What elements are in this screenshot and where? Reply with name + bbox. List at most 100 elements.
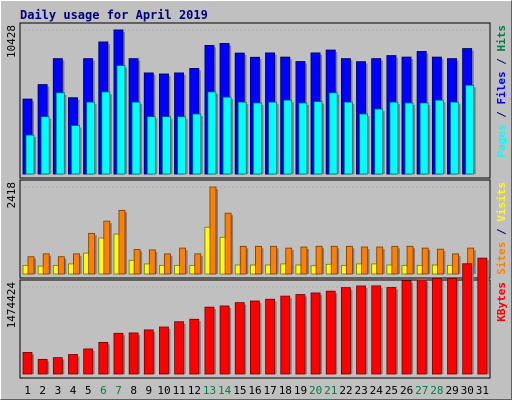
pages-bar bbox=[207, 91, 217, 175]
pages-bar bbox=[298, 102, 308, 175]
day-tick-label: 19 bbox=[294, 384, 307, 397]
pages-bar bbox=[146, 116, 156, 175]
kbytes-bar bbox=[462, 263, 473, 375]
sites-bar bbox=[406, 245, 414, 275]
sites-bar bbox=[209, 186, 217, 275]
sites-bar bbox=[133, 249, 141, 275]
day-tick-label: 30 bbox=[461, 384, 474, 397]
day-tick-label: 18 bbox=[279, 384, 292, 397]
kbytes-bar bbox=[477, 257, 488, 375]
kbytes-bar bbox=[401, 280, 412, 375]
kbytes-bar bbox=[371, 285, 382, 375]
day-tick-label: 13 bbox=[203, 384, 216, 397]
legend: Pages / Files / Hits bbox=[495, 25, 508, 158]
sites-bar bbox=[42, 253, 50, 275]
kbytes-bar bbox=[98, 341, 109, 375]
pages-bar bbox=[268, 101, 277, 175]
sites-bar bbox=[88, 232, 96, 275]
kbytes-bar bbox=[234, 302, 245, 375]
day-tick-label: 15 bbox=[233, 384, 246, 397]
pages-bar bbox=[374, 108, 384, 175]
sites-bar bbox=[452, 253, 459, 275]
day-tick-label: 4 bbox=[70, 384, 77, 397]
day-tick-label: 14 bbox=[218, 384, 232, 397]
pages-bar bbox=[359, 113, 368, 175]
legend-entry: / bbox=[495, 105, 508, 125]
kbytes-bar bbox=[416, 279, 427, 375]
pages-bar bbox=[162, 116, 171, 175]
kbytes-bar bbox=[37, 358, 48, 375]
axis-max-label: 2418 bbox=[5, 182, 18, 209]
sites-bar bbox=[103, 220, 111, 275]
axis-max-label: 10428 bbox=[5, 25, 18, 58]
sites-bar bbox=[118, 209, 126, 275]
pages-bar bbox=[25, 134, 35, 175]
pages-bar bbox=[192, 113, 202, 175]
pages-bar bbox=[450, 101, 459, 175]
sites-bar bbox=[345, 245, 353, 275]
kbytes-bar bbox=[386, 287, 397, 375]
sites-bar bbox=[224, 212, 232, 275]
pages-bar bbox=[419, 102, 429, 175]
sites-bar bbox=[194, 253, 202, 275]
legend-entry: KBytes bbox=[495, 282, 508, 322]
kbytes-bar bbox=[219, 305, 230, 375]
kbytes-bar bbox=[325, 290, 336, 375]
day-tick-label: 27 bbox=[415, 384, 428, 397]
pages-bar bbox=[237, 101, 247, 175]
kbytes-bar bbox=[356, 285, 366, 375]
kbytes-bar bbox=[340, 287, 351, 375]
sites-bar bbox=[57, 256, 65, 275]
kbytes-bar bbox=[431, 278, 442, 375]
pages-bar bbox=[71, 125, 80, 175]
day-tick-label: 5 bbox=[85, 384, 92, 397]
pages-bar bbox=[131, 101, 141, 175]
sites-bar bbox=[255, 245, 262, 275]
day-tick-label: 6 bbox=[100, 384, 107, 397]
panel-kbytes: 1474424 KBytes bbox=[5, 257, 508, 379]
kbytes-bar bbox=[128, 332, 139, 375]
kbytes-bar bbox=[83, 348, 94, 375]
pages-bar bbox=[253, 102, 262, 175]
pages-bar bbox=[343, 101, 353, 175]
pages-bar bbox=[86, 101, 96, 175]
pages-bar bbox=[328, 92, 338, 175]
pages-bar bbox=[313, 101, 323, 175]
sites-bar bbox=[315, 245, 323, 275]
day-tick-label: 11 bbox=[173, 384, 186, 397]
chart-panels: 10428 Pages / Files / Hits 2418 Sites / Vis… bbox=[5, 22, 508, 379]
day-tick-label: 28 bbox=[430, 384, 443, 397]
legend: Sites / Visits bbox=[495, 182, 508, 275]
sites-bar bbox=[300, 246, 308, 275]
sites-bar bbox=[285, 247, 293, 275]
day-tick-label: 22 bbox=[339, 384, 352, 397]
panel-visits-sites: 2418 Sites / Visits bbox=[5, 179, 508, 279]
day-tick-label: 31 bbox=[476, 384, 489, 397]
pages-bar bbox=[434, 99, 444, 175]
kbytes-bar bbox=[280, 295, 291, 375]
pages-bar bbox=[101, 91, 111, 175]
day-tick-label: 26 bbox=[400, 384, 413, 397]
day-tick-label: 3 bbox=[55, 384, 62, 397]
day-tick-label: 8 bbox=[130, 384, 137, 397]
sites-bar bbox=[164, 253, 171, 275]
sites-bar bbox=[73, 253, 80, 275]
legend-entry: Visits bbox=[495, 182, 508, 222]
pages-bar bbox=[40, 116, 50, 175]
sites-bar bbox=[148, 249, 156, 275]
day-tick-label: 1 bbox=[24, 384, 31, 397]
kbytes-bar bbox=[310, 292, 321, 375]
kbytes-bar bbox=[68, 354, 78, 375]
sites-bar bbox=[27, 256, 35, 275]
day-axis: 1 2 3 4 5 6 7 8 9 10 11 12 13 14 15 16 17 18 19 20 21 22 23 24 2… bbox=[24, 384, 489, 397]
legend-entry: Sites bbox=[495, 242, 508, 275]
pages-bar bbox=[404, 102, 414, 175]
kbytes-bar bbox=[159, 326, 169, 375]
kbytes-bar bbox=[143, 329, 154, 375]
day-tick-label: 21 bbox=[324, 384, 337, 397]
sites-bar bbox=[376, 246, 384, 275]
day-tick-label: 17 bbox=[264, 384, 277, 397]
day-tick-label: 9 bbox=[146, 384, 153, 397]
kbytes-bar bbox=[174, 321, 185, 375]
